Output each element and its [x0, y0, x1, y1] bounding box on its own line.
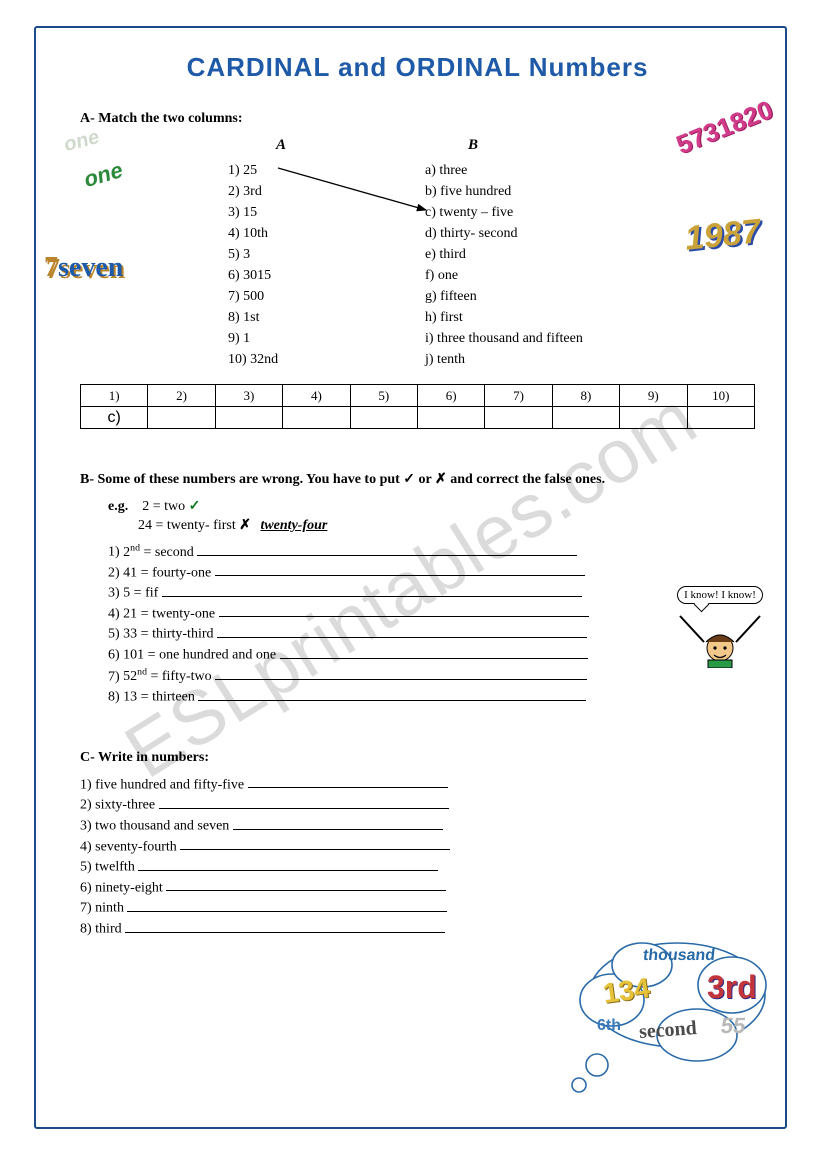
col-a-item: 1) 25	[228, 160, 373, 181]
col-b-item: b) five hundred	[425, 181, 635, 202]
grid-header: 9)	[620, 385, 687, 407]
col-b-item: i) three thousand and fifteen	[425, 328, 635, 349]
blank-line[interactable]	[197, 543, 577, 556]
grid-header: 3)	[215, 385, 282, 407]
section-c-list: 1) five hundred and fifty-five 2) sixty-…	[80, 776, 755, 938]
page-title: CARDINAL and ORDINAL Numbers	[80, 52, 755, 83]
grid-answer[interactable]	[687, 407, 754, 429]
blank-line[interactable]	[219, 605, 589, 618]
c-item: 6) ninety-eight	[80, 879, 755, 897]
grid-header: 1)	[81, 385, 148, 407]
blank-line[interactable]	[280, 646, 588, 659]
grid-answer[interactable]	[552, 407, 619, 429]
grid-header: 5)	[350, 385, 417, 407]
blank-line[interactable]	[198, 688, 586, 701]
col-a-item: 4) 10th	[228, 223, 373, 244]
b-item: 6) 101 = one hundred and one	[108, 646, 755, 664]
b-item: 2) 41 = fourty-one	[108, 564, 755, 582]
section-b-heading: B- Some of these numbers are wrong. You …	[80, 471, 755, 488]
section-c-heading: C- Write in numbers:	[80, 750, 755, 766]
blank-line[interactable]	[125, 920, 445, 933]
example-line-1: e.g. 2 = two ✓	[108, 498, 755, 515]
col-b-item: e) third	[425, 244, 635, 265]
section-b-list: 1) 2nd = second 2) 41 = fourty-one 3) 5 …	[108, 542, 755, 706]
column-b-list: a) three b) five hundred c) twenty – fiv…	[425, 160, 635, 370]
grid-header: 7)	[485, 385, 552, 407]
c-item: 3) two thousand and seven	[80, 817, 755, 835]
blank-line[interactable]	[162, 584, 582, 597]
blank-line[interactable]	[215, 668, 587, 681]
section-b: B- Some of these numbers are wrong. You …	[80, 471, 755, 706]
c-item: 7) ninth	[80, 899, 755, 917]
blank-line[interactable]	[138, 858, 438, 871]
grid-answer[interactable]	[283, 407, 350, 429]
section-c: C- Write in numbers: 1) five hundred and…	[80, 750, 755, 938]
tick-icon: ✓	[189, 499, 201, 514]
c-item: 4) seventy-fourth	[80, 838, 755, 856]
blank-line[interactable]	[127, 899, 447, 912]
ab-column-headers: A B	[80, 137, 755, 154]
b-item: 8) 13 = thirteen	[108, 688, 755, 706]
grid-header: 10)	[687, 385, 754, 407]
blank-line[interactable]	[159, 796, 449, 809]
eg2-text: 24 = twenty- first	[138, 518, 236, 533]
col-b-item: d) thirty- second	[425, 223, 635, 244]
blank-line[interactable]	[166, 879, 446, 892]
grid-header: 4)	[283, 385, 350, 407]
col-a-item: 9) 1	[228, 328, 373, 349]
answer-grid-answer-row: c)	[81, 407, 755, 429]
blank-line[interactable]	[215, 564, 585, 577]
grid-answer[interactable]: c)	[81, 407, 148, 429]
grid-header: 6)	[417, 385, 484, 407]
b-item: 5) 33 = thirty-third	[108, 625, 755, 643]
grid-answer[interactable]	[215, 407, 282, 429]
eg-label: e.g.	[108, 499, 128, 514]
blank-line[interactable]	[248, 776, 448, 789]
col-a-item: 5) 3	[228, 244, 373, 265]
grid-header: 8)	[552, 385, 619, 407]
c-item: 2) sixty-three	[80, 796, 755, 814]
grid-answer[interactable]	[350, 407, 417, 429]
cross-icon: ✗	[239, 518, 251, 533]
eg2-correction: twenty-four	[260, 518, 327, 533]
c-item: 1) five hundred and fifty-five	[80, 776, 755, 794]
col-b-item: h) first	[425, 307, 635, 328]
blank-line[interactable]	[233, 817, 443, 830]
col-a-item: 8) 1st	[228, 307, 373, 328]
page-border: CARDINAL and ORDINAL Numbers A- Match th…	[34, 26, 787, 1129]
blank-line[interactable]	[217, 625, 587, 638]
col-b-item: a) three	[425, 160, 635, 181]
example-line-2: 24 = twenty- first ✗ twenty-four	[138, 517, 755, 534]
grid-answer[interactable]	[417, 407, 484, 429]
match-columns: 1) 25 2) 3rd 3) 15 4) 10th 5) 3 6) 3015 …	[80, 160, 755, 370]
answer-grid: 1) 2) 3) 4) 5) 6) 7) 8) 9) 10) c)	[80, 384, 755, 429]
answer-grid-header-row: 1) 2) 3) 4) 5) 6) 7) 8) 9) 10)	[81, 385, 755, 407]
b-item: 3) 5 = fif	[108, 584, 755, 602]
c-item: 8) third	[80, 920, 755, 938]
section-a: A- Match the two columns: A B 1) 25 2) 3…	[80, 111, 755, 429]
col-a-label: A	[276, 137, 286, 154]
c-item: 5) twelfth	[80, 858, 755, 876]
b-item: 7) 52nd = fifty-two	[108, 667, 755, 686]
b-item: 4) 21 = twenty-one	[108, 605, 755, 623]
column-a-list: 1) 25 2) 3rd 3) 15 4) 10th 5) 3 6) 3015 …	[228, 160, 373, 370]
col-b-item: g) fifteen	[425, 286, 635, 307]
grid-answer[interactable]	[485, 407, 552, 429]
col-b-item: j) tenth	[425, 349, 635, 370]
col-a-item: 6) 3015	[228, 265, 373, 286]
grid-answer[interactable]	[620, 407, 687, 429]
eg1-text: 2 = two	[142, 499, 185, 514]
grid-header: 2)	[148, 385, 215, 407]
col-b-item: c) twenty – five	[425, 202, 635, 223]
col-a-item: 2) 3rd	[228, 181, 373, 202]
col-a-item: 3) 15	[228, 202, 373, 223]
col-b-label: B	[468, 137, 478, 154]
col-a-item: 7) 500	[228, 286, 373, 307]
blank-line[interactable]	[180, 838, 450, 851]
section-a-heading: A- Match the two columns:	[80, 111, 755, 127]
grid-answer[interactable]	[148, 407, 215, 429]
b-item: 1) 2nd = second	[108, 542, 755, 561]
col-a-item: 10) 32nd	[228, 349, 373, 370]
col-b-item: f) one	[425, 265, 635, 286]
